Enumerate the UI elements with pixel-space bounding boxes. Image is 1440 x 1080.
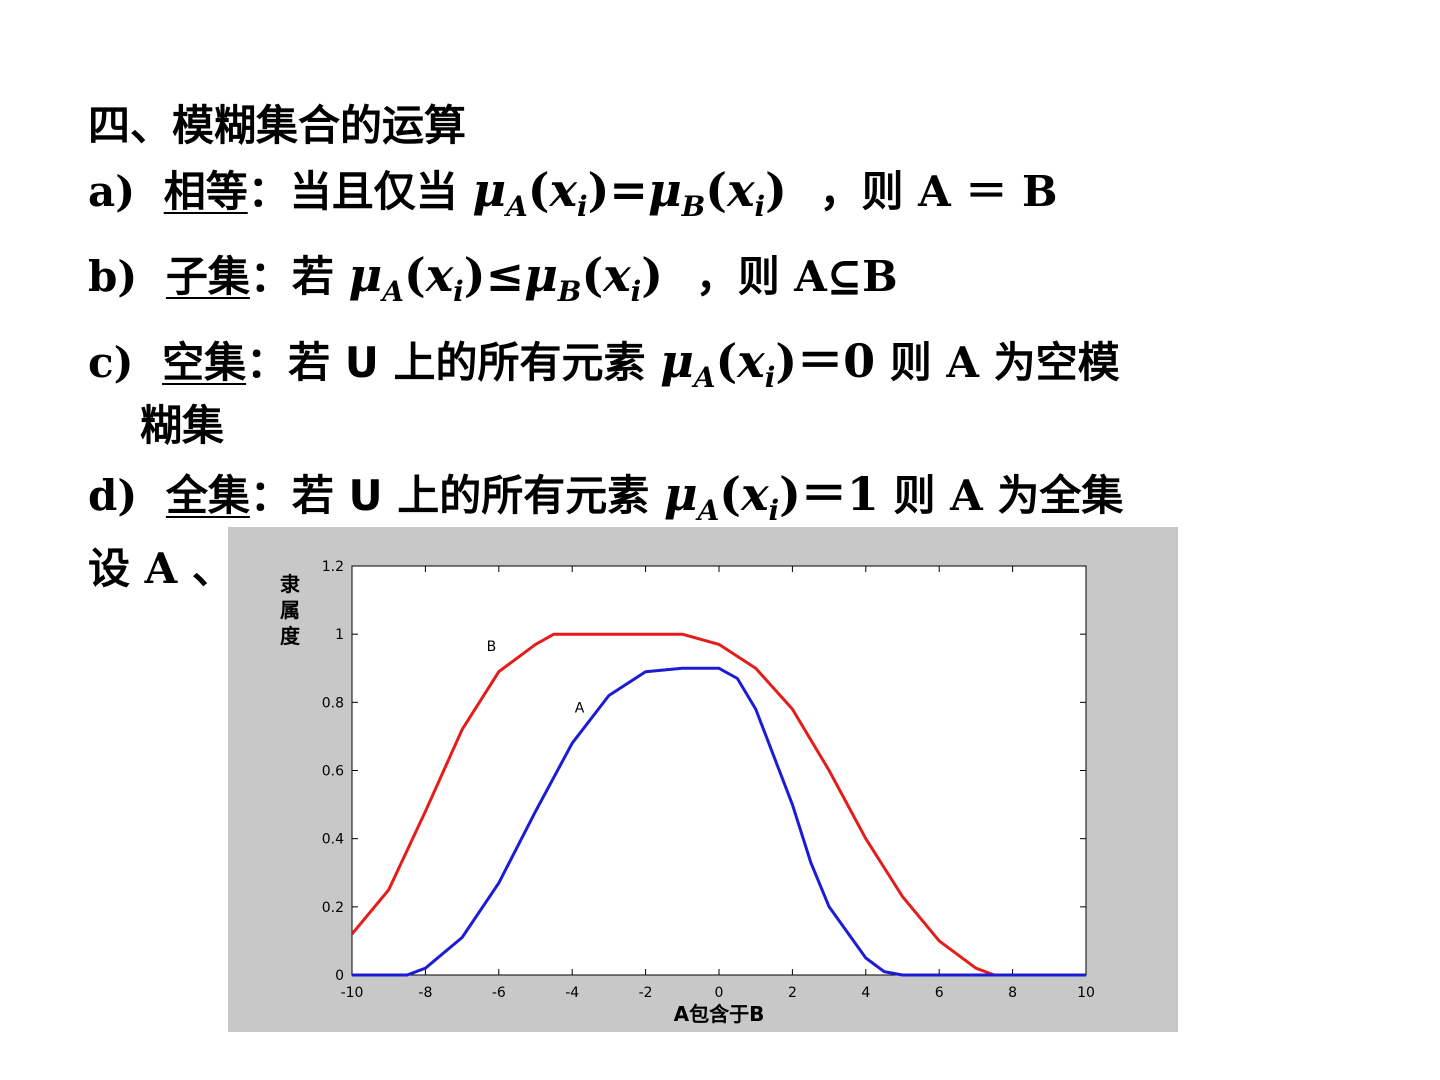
x-axis-label: A包含于B	[674, 1002, 765, 1026]
x-tick-label: 8	[1008, 985, 1017, 1001]
result-text: ，则 A ＝ B	[819, 167, 1058, 216]
y-axis-label-char: 属	[280, 598, 300, 622]
colon: ：	[247, 167, 290, 216]
condition-text: 若 U 上的所有元素	[288, 338, 646, 387]
chart-svg: -10 -8 -6 -4 -2 0 2 4 6 8 10 0 0.2 0.4 0.6 0.8 1 1.2 B A A包含…	[280, 559, 1095, 1026]
term-equal: 相等	[163, 167, 248, 216]
y-tick-label: 0.6	[322, 764, 344, 780]
item-label: c)	[88, 338, 134, 387]
colon: ：	[249, 471, 292, 520]
colon: ：	[249, 252, 292, 301]
result-text: 则 A 为全集	[893, 471, 1124, 520]
formula-subset: μA(xi)≤μB(xi)	[348, 248, 664, 308]
condition-text: 若 U 上的所有元素	[291, 471, 650, 520]
colon: ：	[246, 338, 289, 387]
result-text: ，则 A⊆B	[695, 252, 898, 301]
membership-chart: -10 -8 -6 -4 -2 0 2 4 6 8 10 0 0.2 0.4 0.6 0.8 1 1.2 B A A包含…	[228, 527, 1178, 1032]
curve-label-A: A	[575, 701, 585, 717]
x-tick-label: -10	[341, 985, 364, 1001]
series-line-B	[350, 632, 1086, 977]
item-label: b)	[88, 252, 138, 301]
result-text: 则 A 为空模	[889, 338, 1120, 387]
x-tick-label: -2	[639, 985, 653, 1001]
x-tick-label: -8	[418, 985, 432, 1001]
y-tick-label: 1	[335, 627, 344, 643]
x-tick-label: 6	[935, 985, 944, 1001]
plot-area	[351, 565, 1087, 976]
item-empty-set: c) 空集：若 U 上的所有元素 μA(xi)＝0 则 A 为空模	[88, 325, 1120, 394]
item-label: d)	[88, 471, 138, 520]
condition-text: 当且仅当	[289, 167, 458, 216]
item-label: a)	[88, 167, 136, 216]
series-line-A	[352, 666, 1086, 977]
y-tick-label: 0	[335, 968, 344, 984]
y-tick-label: 1.2	[322, 559, 344, 575]
slide-heading: 四、模糊集合的运算	[88, 101, 467, 150]
formula-equality: μA(xi)=μB(xi)	[472, 163, 787, 223]
formula-empty: μA(xi)＝0	[660, 334, 876, 394]
condition-text: 若	[291, 252, 334, 301]
term-subset: 子集	[165, 252, 250, 301]
term-universal-set: 全集	[165, 471, 250, 520]
formula-universal: μA(xi)＝1	[663, 467, 879, 527]
item-universal-set: d) 全集：若 U 上的所有元素 μA(xi)＝1 则 A 为全集	[88, 458, 1123, 527]
partial-line: 设 A 、	[88, 544, 234, 593]
x-tick-label: 4	[861, 985, 870, 1001]
y-tick-label: 0.4	[322, 832, 344, 848]
term-empty-set: 空集	[162, 338, 247, 387]
y-axis-label-char: 隶	[280, 572, 300, 596]
x-tick-label: 2	[788, 985, 797, 1001]
x-tick-label: -6	[492, 985, 506, 1001]
x-tick-label: -4	[565, 985, 579, 1001]
y-axis-label-char: 度	[280, 624, 301, 648]
item-subset: b) 子集：若 μA(xi)≤μB(xi) ，则 A⊆B	[88, 243, 898, 308]
curve-label-B: B	[487, 639, 497, 655]
x-tick-label: 0	[715, 985, 724, 1001]
y-tick-label: 0.2	[322, 900, 344, 916]
x-tick-label: 10	[1077, 985, 1095, 1001]
item-equality: a) 相等：当且仅当 μA(xi)=μB(xi) ，则 A ＝ B	[88, 158, 1057, 223]
y-tick-label: 0.8	[322, 695, 344, 711]
item-empty-set-continuation: 糊集	[140, 401, 225, 450]
